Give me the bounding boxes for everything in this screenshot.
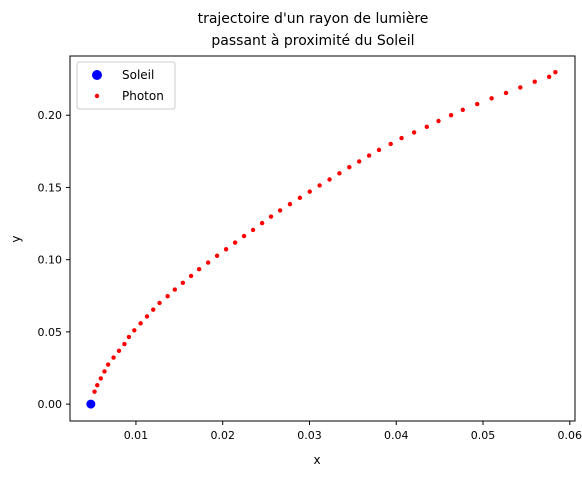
photon-point (205, 260, 211, 265)
x-tick-label: 0.06 (558, 429, 582, 442)
photon-point (475, 101, 480, 107)
photon-point (411, 130, 417, 135)
photon-point (268, 214, 274, 219)
photon-point (327, 177, 332, 182)
legend: Soleil Photon (76, 61, 176, 110)
photon-point (297, 195, 303, 201)
photon-point (138, 321, 143, 326)
photon-point (366, 153, 372, 158)
photon-point (223, 247, 229, 252)
x-tick-label: 0.01 (124, 429, 149, 442)
photon-point (424, 124, 429, 129)
y-axis-ticks: 0.00 0.05 0.10 0.15 0.20 (38, 109, 70, 411)
y-axis-label: y (9, 235, 23, 242)
photon-point (105, 362, 111, 367)
y-tick-label: 0.10 (38, 254, 63, 267)
x-tick-label: 0.02 (210, 429, 235, 442)
photon-point (95, 382, 100, 388)
photon-point (180, 280, 186, 285)
y-tick-label: 0.20 (38, 109, 63, 122)
photon-point (116, 348, 122, 354)
photon-point (196, 266, 202, 272)
y-tick-label: 0.05 (38, 326, 63, 339)
photon-point (98, 376, 104, 381)
photon-point (250, 227, 256, 233)
photon-point (259, 220, 265, 226)
legend-label-photon: Photon (122, 89, 164, 103)
photon-point (436, 118, 441, 124)
photon-point (232, 240, 238, 245)
photon-point (553, 69, 558, 75)
photon-point (172, 287, 178, 292)
photon-point (165, 294, 170, 299)
photon-point (307, 189, 312, 194)
photon-point (102, 369, 107, 374)
y-tick-label: 0.00 (38, 398, 63, 411)
x-tick-label: 0.05 (471, 429, 496, 442)
photon-point (357, 159, 362, 164)
photon-point (376, 147, 382, 153)
photon-point (126, 334, 132, 340)
legend-label-soleil: Soleil (122, 68, 154, 82)
chart-title: trajectoire d'un rayon de lumière passan… (198, 11, 429, 49)
photon-point (546, 74, 552, 79)
photon-point (518, 85, 523, 90)
photon-point (277, 208, 283, 213)
photon-point (532, 79, 537, 84)
x-axis-label: x (313, 453, 320, 467)
photon-point (448, 113, 454, 118)
y-tick-label: 0.15 (38, 181, 63, 194)
legend-marker-soleil (92, 70, 102, 80)
photon-point (503, 90, 509, 96)
x-axis-ticks: 0.01 0.02 0.03 0.04 0.05 0.06 (124, 421, 582, 442)
photon-point (111, 355, 116, 360)
photon-point (489, 96, 494, 101)
chart-title-line-2: passant à proximité du Soleil (211, 33, 414, 49)
photon-point (241, 233, 247, 239)
x-tick-label: 0.04 (384, 429, 409, 442)
photon-point (287, 201, 293, 207)
soleil-point (86, 399, 96, 409)
photon-point (347, 165, 352, 170)
x-tick-label: 0.03 (297, 429, 322, 442)
photon-point (157, 300, 162, 306)
photon-point (188, 273, 194, 279)
photon-point (399, 135, 404, 141)
photon-point (132, 328, 137, 333)
photon-point (151, 307, 156, 312)
photon-point (122, 341, 127, 347)
chart-title-line-1: trajectoire d'un rayon de lumière (198, 11, 429, 27)
photon-point (337, 171, 342, 176)
photon-point (460, 107, 466, 113)
plot-area (69, 55, 576, 422)
photon-point (144, 314, 150, 319)
photon-point (317, 183, 322, 188)
data-marks (86, 69, 558, 409)
photon-point (214, 253, 220, 258)
legend-marker-photon (94, 93, 100, 99)
photon-point (92, 389, 97, 394)
photon-point (388, 141, 393, 147)
